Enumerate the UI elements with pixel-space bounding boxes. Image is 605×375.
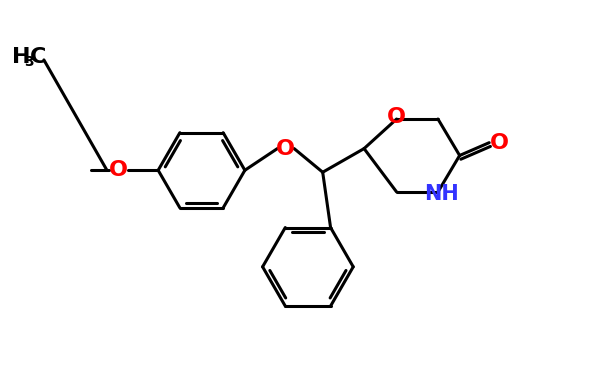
Text: O: O xyxy=(110,160,128,180)
Text: O: O xyxy=(489,133,509,153)
Text: H: H xyxy=(12,47,31,67)
Text: O: O xyxy=(387,107,406,127)
Text: NH: NH xyxy=(425,184,459,204)
Text: O: O xyxy=(276,139,295,159)
Text: C: C xyxy=(30,47,47,67)
Text: 3: 3 xyxy=(24,55,34,69)
